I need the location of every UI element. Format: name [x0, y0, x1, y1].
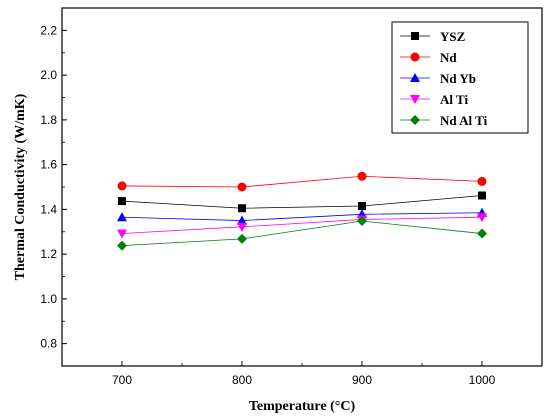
legend-marker	[410, 95, 420, 104]
x-tick-label: 1000	[469, 373, 496, 387]
series-line	[121, 175, 483, 188]
data-point	[117, 240, 127, 251]
data-point	[358, 202, 366, 211]
legend-entry: Nd Yb	[400, 71, 476, 86]
legend-marker	[410, 52, 420, 62]
legend: YSZ Nd Nd Yb Al Ti Nd Al Ti	[391, 21, 529, 134]
series-4	[117, 216, 487, 251]
y-tick-label: 2.2	[40, 23, 57, 37]
data-point	[357, 216, 367, 227]
legend-entry: YSZ	[400, 29, 466, 44]
series-line	[121, 195, 483, 209]
y-tick-label: 2.0	[40, 68, 57, 82]
data-point	[237, 222, 247, 232]
legend-marker	[411, 32, 419, 40]
x-tick-label: 800	[232, 373, 252, 387]
ticks-layer: 0.8 1.0 1.2 1.4 1.6 1.8 2.0 2.2 700 800 900 1000	[40, 7, 496, 387]
series-line	[121, 212, 483, 221]
y-tick-label: 1.0	[40, 292, 57, 306]
series-0	[118, 191, 486, 213]
plot-frame	[61, 7, 543, 367]
data-point	[237, 215, 247, 225]
x-axis-title: Temperature (°C)	[249, 399, 356, 414]
legend-entry: Nd	[400, 50, 457, 65]
data-point	[237, 233, 247, 244]
data-point	[238, 204, 246, 213]
data-point	[117, 181, 127, 191]
series-line	[121, 216, 483, 234]
legend-marker	[410, 73, 420, 82]
legend-entry: Nd Al Ti	[400, 113, 488, 128]
data-point	[237, 182, 247, 192]
data-point	[357, 171, 367, 181]
y-tick-label: 1.4	[40, 202, 57, 216]
data-point	[478, 191, 486, 200]
x-tick-label: 700	[112, 373, 132, 387]
legend-label: Nd Al Ti	[440, 113, 488, 128]
legend-label: Nd Yb	[440, 71, 476, 86]
legend-entry: Al Ti	[400, 92, 468, 107]
series-2	[117, 207, 487, 225]
y-tick-label: 1.6	[40, 158, 57, 172]
legend-marker	[410, 115, 420, 125]
y-tick-label: 0.8	[40, 337, 57, 351]
data-point	[477, 228, 487, 239]
legend-label: Al Ti	[440, 92, 468, 107]
series-line	[121, 220, 483, 247]
legend-label: YSZ	[440, 29, 466, 44]
data-point	[117, 229, 127, 239]
data-point	[118, 197, 126, 206]
legend-label: Nd	[440, 50, 457, 65]
y-tick-label: 1.2	[40, 247, 57, 261]
data-point	[477, 213, 487, 223]
data-point	[117, 212, 127, 222]
series-1	[117, 171, 487, 192]
y-tick-label: 1.8	[40, 113, 57, 127]
y-axis-title: Thermal Conductivity (W/mK)	[13, 93, 28, 280]
series-layer	[117, 171, 487, 251]
x-tick-label: 900	[352, 373, 372, 387]
data-point	[477, 176, 487, 186]
series-3	[117, 213, 487, 239]
